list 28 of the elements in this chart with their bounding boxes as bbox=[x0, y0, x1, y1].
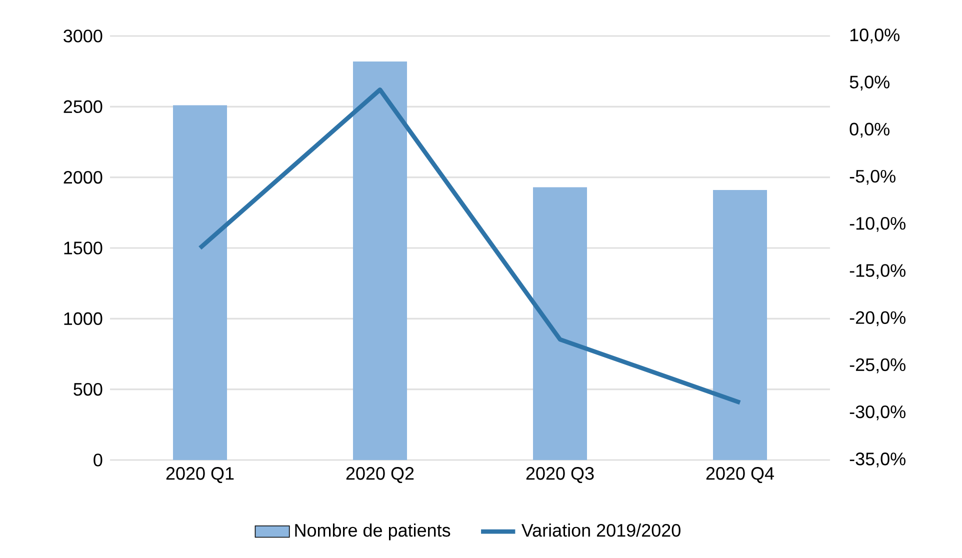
y-tick-label: 2000 bbox=[64, 170, 102, 184]
x-tick-label: 2020 Q4 bbox=[706, 467, 774, 484]
y2-tick-label: -35,0% bbox=[850, 452, 906, 468]
x-tick-label: 2020 Q2 bbox=[346, 467, 414, 484]
y-tick-label: 1500 bbox=[64, 242, 102, 254]
y-tick-label: 3000 bbox=[64, 30, 102, 42]
x-tick-label: 2020 Q3 bbox=[526, 467, 594, 484]
y2-tick-label: -10,0% bbox=[850, 217, 906, 232]
y2-tick-label: -25,0% bbox=[850, 358, 906, 374]
line-series bbox=[198, 88, 742, 405]
bar bbox=[173, 105, 228, 460]
y2-tick-label: 10,0% bbox=[850, 28, 900, 44]
y-tick-label: 0 bbox=[94, 454, 102, 466]
y-tick-label: 2500 bbox=[64, 100, 102, 114]
y2-tick-label: 5,0% bbox=[850, 76, 890, 91]
y2-tick-label: -15,0% bbox=[850, 264, 906, 279]
bar bbox=[353, 61, 408, 460]
legend-label: Nombre de patients bbox=[295, 524, 450, 540]
y2-tick-label: -30,0% bbox=[850, 405, 906, 420]
y2-tick-label: -20,0% bbox=[850, 311, 906, 326]
y2-tick-label: 0,0% bbox=[850, 122, 890, 138]
bar bbox=[533, 187, 588, 460]
bar bbox=[713, 190, 768, 460]
legend-label: Variation 2019/2020 bbox=[521, 524, 680, 537]
x-tick-label: 2020 Q1 bbox=[166, 467, 234, 484]
y-tick-label: 1000 bbox=[64, 312, 102, 326]
y2-tick-label: -5,0% bbox=[850, 170, 896, 185]
y-tick-label: 500 bbox=[74, 382, 102, 396]
